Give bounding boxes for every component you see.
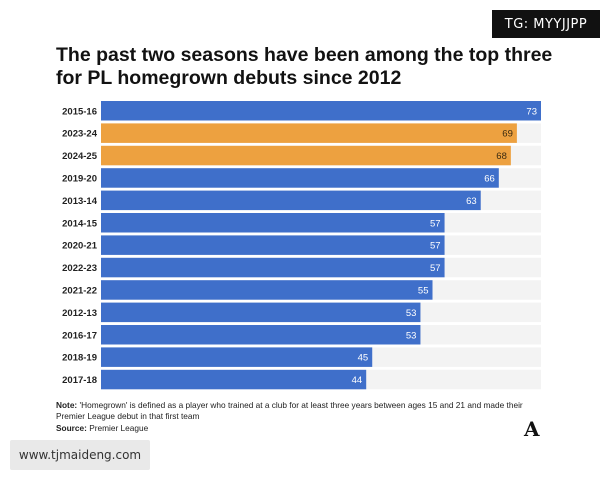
category-label: 2017-18: [62, 375, 97, 386]
bar-2020-21: [101, 235, 445, 255]
category-label: 2016-17: [62, 330, 97, 341]
bar-2012-13: [101, 302, 421, 323]
category-label: 2024-25: [62, 151, 98, 162]
bar-2018-19: [101, 347, 373, 367]
category-label: 2014-15: [62, 218, 98, 229]
category-label: 2021-22: [62, 285, 97, 296]
source-text: Premier League: [89, 423, 149, 433]
watermark-top: TG: MYYJJPP: [492, 10, 600, 38]
category-label: 2013-14: [62, 196, 98, 207]
value-label: 53: [406, 330, 417, 341]
bar-2015-16: [101, 101, 541, 121]
value-label: 68: [496, 151, 507, 162]
bar-2024-25: [101, 145, 511, 166]
bar-2023-24: [101, 123, 517, 143]
category-label: 2012-13: [62, 308, 97, 319]
bar-chart: 2015-16 73 2023-24 69 2024-25 68 2019-20 66 2013…: [62, 101, 541, 390]
value-label: 53: [406, 308, 417, 319]
bar-2021-22: [101, 280, 433, 300]
chart-title-line-2: for PL homegrown debuts since 2012: [56, 67, 402, 89]
bar-2016-17: [101, 325, 421, 345]
chart-title-line-1: The past two seasons have been among the…: [56, 44, 553, 66]
category-label: 2023-24: [62, 129, 98, 140]
chart-source: Source: Premier League: [56, 423, 148, 433]
note-text: 'Homegrown' is defined as a player who t…: [56, 400, 523, 421]
value-label: 63: [466, 196, 477, 207]
note-label: Note:: [56, 400, 78, 410]
source-label: Source:: [56, 423, 87, 433]
bar-2013-14: [101, 190, 481, 211]
chart-title: The past two seasons have been among the…: [56, 44, 556, 90]
watermark-bottom: www.tjmaideng.com: [10, 440, 150, 470]
bar-2022-23: [101, 257, 445, 278]
category-label: 2015-16: [62, 106, 97, 117]
category-label: 2022-23: [62, 263, 97, 274]
chart-note: Note: 'Homegrown' is defined as a player…: [56, 400, 526, 421]
value-label: 73: [526, 106, 537, 117]
value-label: 44: [352, 375, 363, 386]
category-label: 2020-21: [62, 241, 98, 252]
value-label: 57: [430, 263, 441, 274]
category-label: 2019-20: [62, 173, 97, 184]
value-label: 66: [484, 173, 495, 184]
bar-2014-15: [101, 213, 445, 233]
value-label: 45: [358, 353, 369, 364]
bar-2017-18: [101, 369, 367, 390]
athletic-logo: A: [524, 417, 540, 441]
value-label: 57: [430, 241, 441, 252]
value-label: 57: [430, 218, 441, 229]
bar-2019-20: [101, 168, 499, 188]
value-label: 69: [502, 129, 513, 140]
value-label: 55: [418, 285, 429, 296]
category-label: 2018-19: [62, 353, 97, 364]
